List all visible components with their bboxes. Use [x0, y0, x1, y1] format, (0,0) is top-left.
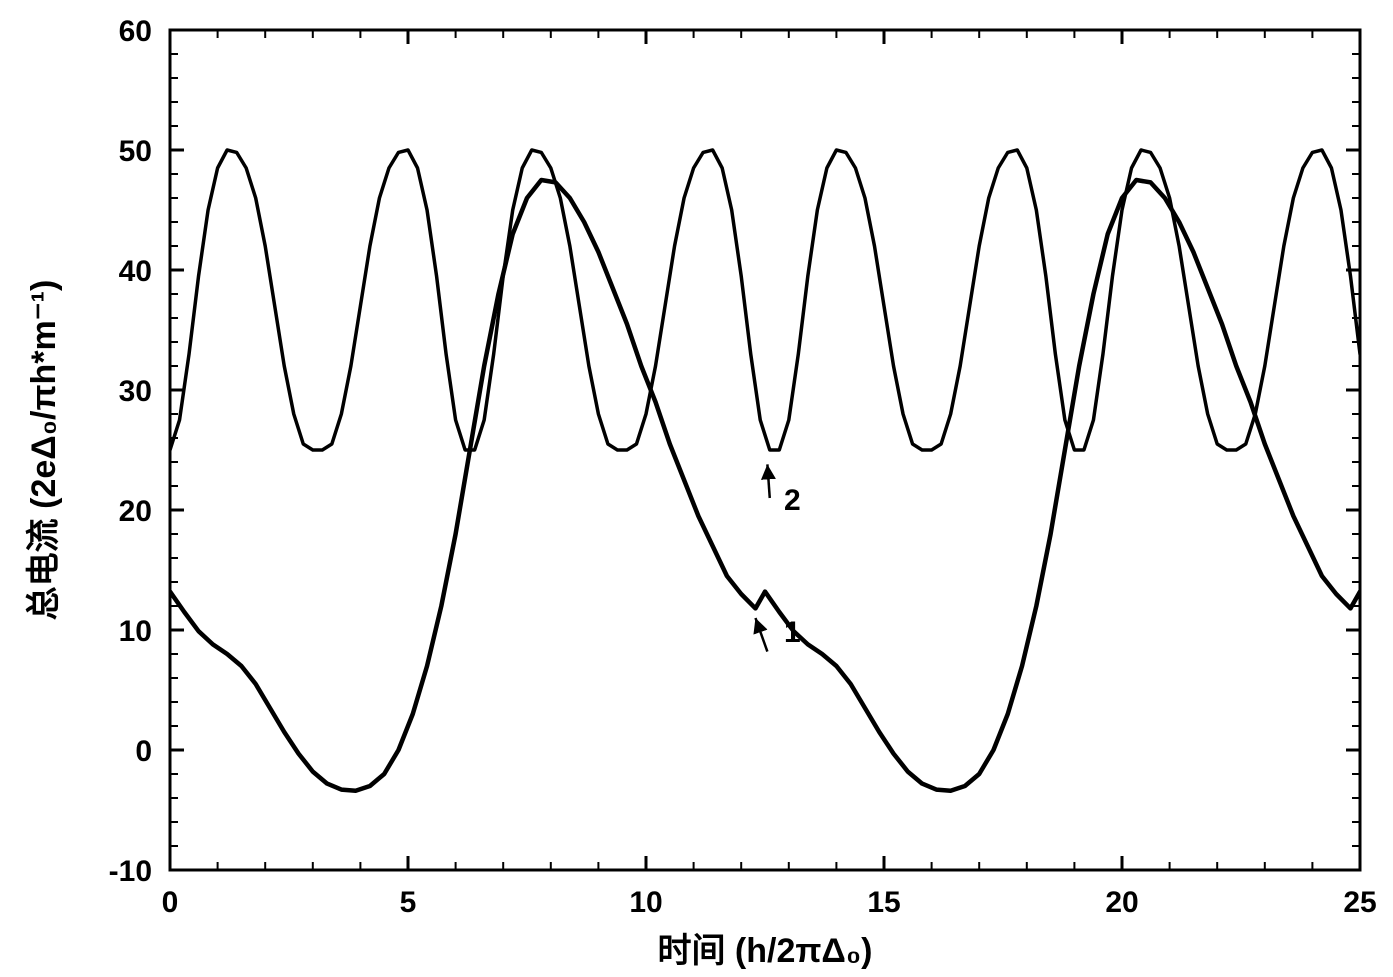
x-tick-label: 15 — [867, 886, 900, 919]
y-tick-label: 0 — [135, 735, 152, 768]
y-tick-label: 30 — [119, 375, 152, 408]
label-1-arrow — [755, 618, 767, 652]
y-tick-label: 20 — [119, 495, 152, 528]
x-tick-label: 5 — [400, 886, 417, 919]
chart-container: 0 5 10 15 20 25 -10 0 10 20 30 40 50 60 时间 (h/2πΔ₀) 总电流… — [0, 0, 1393, 977]
line-chart: 0 5 10 15 20 25 -10 0 10 20 30 40 50 60 时间 (h/2πΔ₀) 总电流… — [0, 0, 1393, 977]
x-tick-label: 0 — [162, 886, 179, 919]
x-tick-label: 20 — [1105, 886, 1138, 919]
plot-border — [170, 30, 1360, 870]
y-tick-label: 50 — [119, 135, 152, 168]
x-tick-label: 10 — [629, 886, 662, 919]
series-group — [170, 150, 1360, 791]
x-axis-label: 时间 (h/2πΔ₀) — [657, 932, 872, 970]
label-2-arrow — [767, 464, 769, 498]
y-tick-label: 10 — [119, 615, 152, 648]
label-2: 2 — [784, 484, 801, 517]
y-tick-label: 60 — [119, 15, 152, 48]
y-axis-label: 总电流 (2eΔ₀/πh*m⁻¹) — [25, 280, 63, 621]
y-tick-label: -10 — [109, 855, 152, 888]
label-1: 1 — [784, 616, 801, 649]
y-tick-label: 40 — [119, 255, 152, 288]
curve-2 — [170, 150, 1360, 450]
x-tick-label: 25 — [1343, 886, 1376, 919]
